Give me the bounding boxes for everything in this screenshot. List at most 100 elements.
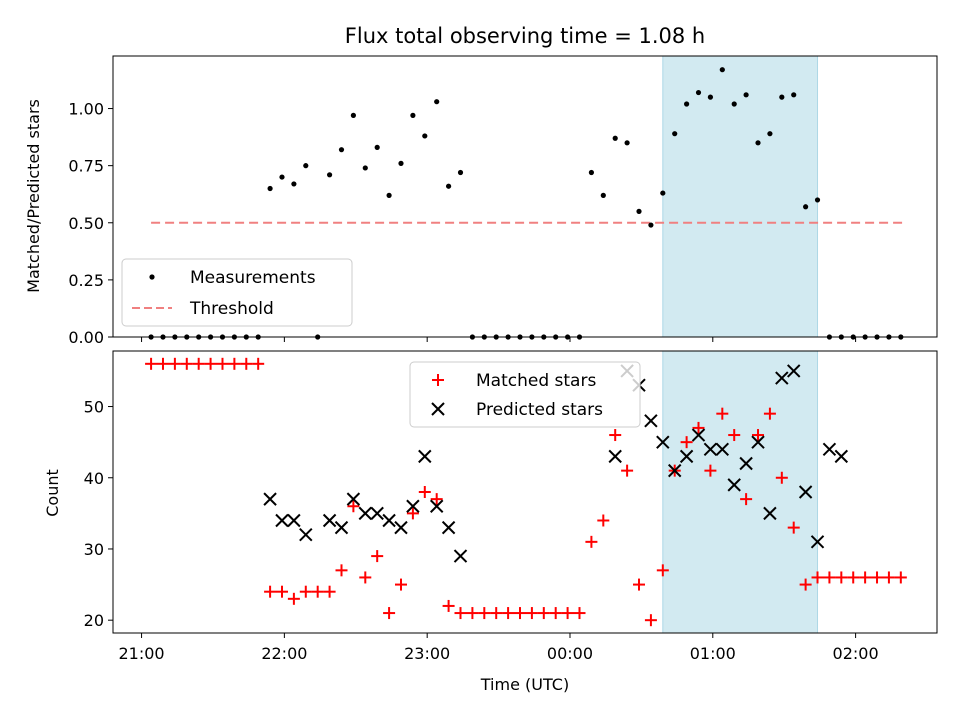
legend-predicted-marker [431, 402, 445, 416]
predicted-stars-points [263, 364, 849, 563]
predicted-star-point [358, 506, 373, 521]
measurement-point [743, 92, 749, 98]
legend-matched-label: Matched stars [476, 371, 596, 391]
matched-star-point [609, 429, 622, 442]
matched-star-point [335, 564, 348, 577]
top-x-ticks [141, 337, 857, 342]
measurement-point [731, 101, 737, 107]
measurement-point [791, 92, 797, 98]
y-tick-label: 0.50 [68, 214, 104, 233]
chart-title: Flux total observing time = 1.08 h [345, 24, 705, 48]
matched-star-point [442, 599, 455, 612]
matched-star-point [264, 585, 277, 598]
measurement-point [267, 185, 273, 192]
measurement-point [410, 112, 416, 118]
predicted-star-point [727, 478, 741, 492]
measurement-point [588, 169, 595, 176]
measurement-point [779, 94, 785, 100]
measurement-point [434, 99, 440, 105]
y-tick-label: 40 [84, 469, 104, 488]
matched-star-point [752, 429, 765, 442]
matched-star-point [775, 471, 788, 484]
matched-star-point [204, 357, 217, 370]
measurement-point [695, 89, 702, 96]
matched-star-point [311, 585, 324, 598]
y-tick-label: 0.25 [68, 271, 104, 290]
measurement-point [600, 192, 606, 198]
y-tick-label: 1.00 [68, 100, 104, 119]
highlight-span-rect [662, 350, 819, 634]
matched-star-point [418, 486, 431, 498]
matched-star-point [371, 550, 384, 563]
matched-star-point [359, 571, 372, 584]
measurement-point [326, 172, 333, 178]
matched-star-point [156, 357, 169, 370]
matched-star-point [680, 436, 693, 449]
predicted-star-point [394, 520, 408, 535]
predicted-star-point [810, 535, 825, 549]
predicted-star-point [703, 442, 718, 456]
predicted-star-point [263, 492, 277, 506]
measurement-point [338, 147, 345, 153]
measurement-point [648, 222, 654, 228]
measurement-point [803, 204, 809, 210]
matched-star-point [621, 464, 634, 477]
measurement-point [612, 135, 618, 141]
matched-star-point [240, 357, 253, 370]
predicted-star-point [275, 513, 289, 528]
x-axis-label: Time (UTC) [480, 675, 569, 694]
top-y-axis-label: Matched/Predicted stars [24, 99, 43, 293]
matched-star-point [383, 607, 396, 620]
matched-star-point [633, 578, 646, 591]
matched-star-point [573, 607, 586, 620]
predicted-star-point [441, 520, 456, 535]
x-tick-label: 23:00 [404, 644, 450, 663]
measurement-point [624, 140, 630, 146]
measurement-point [684, 101, 690, 107]
predicted-star-point [763, 506, 777, 521]
matched-star-point [168, 357, 181, 370]
legend-matched-marker [432, 374, 444, 386]
predicted-star-point [370, 506, 384, 521]
y-tick-label: 50 [84, 398, 104, 417]
matched-star-point [585, 535, 598, 548]
bottom-axes-frame [112, 350, 938, 634]
matched-star-point [871, 571, 884, 584]
measurement-point [672, 131, 678, 137]
predicted-star-point [798, 485, 813, 499]
matched-star-point [478, 607, 491, 620]
bottom-highlight-span [662, 350, 819, 634]
predicted-star-point [453, 549, 468, 563]
matched-star-point [525, 607, 538, 620]
matched-star-point [537, 607, 550, 620]
matched-star-point [430, 493, 443, 506]
bottom-legend: Matched stars Predicted stars [409, 361, 641, 428]
matched-star-point [514, 607, 527, 620]
y-tick-label: 30 [84, 540, 104, 559]
predicted-star-point [382, 513, 396, 528]
matched-star-point [835, 571, 848, 584]
matched-star-point [859, 571, 872, 584]
top-legend-box [121, 258, 353, 327]
matched-star-point [692, 421, 705, 434]
matched-star-point [192, 357, 205, 370]
matched-star-point [882, 571, 895, 584]
matched-star-point [716, 407, 729, 420]
matched-star-point [502, 607, 515, 620]
matched-star-point [323, 585, 336, 598]
measurement-point [445, 183, 452, 189]
matched-star-point [252, 357, 265, 370]
matched-star-point [216, 357, 229, 370]
matched-star-point [894, 571, 907, 584]
matched-star-point [811, 571, 824, 584]
y-tick-label: 0.75 [68, 157, 104, 176]
predicted-star-point [346, 492, 361, 506]
matched-star-point [347, 500, 360, 513]
predicted-star-point [668, 463, 682, 478]
matched-star-point [656, 564, 669, 577]
bottom-legend-box [409, 361, 641, 428]
measurement-point [422, 133, 428, 139]
measurement-point [386, 192, 392, 198]
bottom-y-axis-label: Count [43, 469, 62, 517]
